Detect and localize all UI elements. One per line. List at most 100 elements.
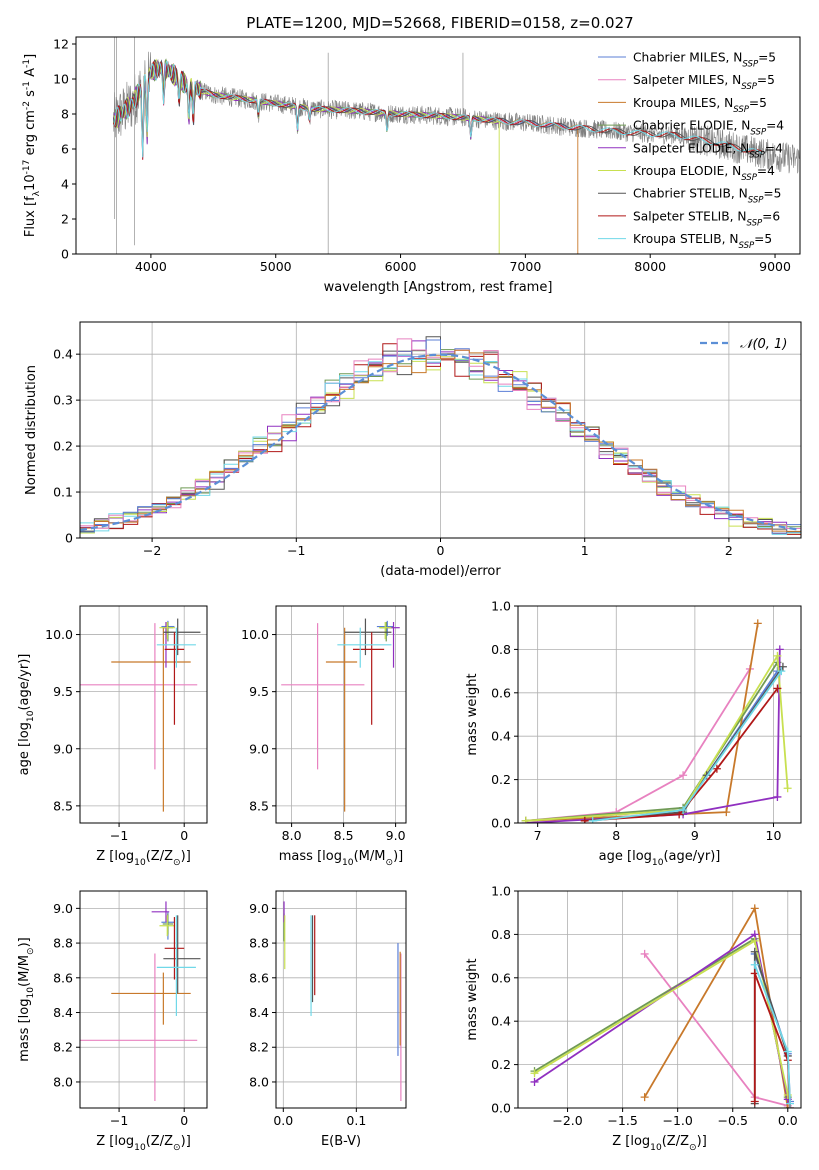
legend-label: Kroupa STELIB, NSSP=5	[633, 232, 772, 251]
tick-label-y: 0.0	[491, 816, 511, 831]
tick-label-x: 6000	[385, 259, 417, 274]
errorbar-kroupa_stelib	[156, 627, 196, 668]
panel-spectrum: Chabrier MILES, NSSP=5 Salpeter MILES, NS…	[22, 36, 801, 295]
tick-label-y: 8.8	[53, 936, 73, 951]
panel-mass_vs_ebv: 0.0 0.1 8.0 8.2 8.4 8.6 8.8 9.0 E(B-V)	[249, 890, 407, 1149]
tick-label-x: 9000	[759, 259, 791, 274]
data-point	[530, 1077, 539, 1086]
data-point	[773, 684, 782, 693]
tick-label-y: 10.0	[241, 627, 269, 642]
tick-label-y: 0.8	[491, 642, 511, 657]
data-point	[679, 771, 688, 780]
tick-label-y: 0.4	[491, 1014, 511, 1029]
tick-label-y: 8.6	[249, 970, 269, 985]
axes-frame	[517, 890, 802, 1109]
data-point	[750, 960, 759, 969]
tick-label-x: 0.0	[273, 1113, 293, 1128]
tick-label-y: 8.0	[53, 1074, 73, 1089]
y-axis-label: mass weight	[465, 958, 480, 1040]
data-point	[753, 619, 762, 628]
tick-label-y: 1.0	[491, 884, 511, 899]
legend: Chabrier MILES, NSSP=5 Salpeter MILES, NS…	[598, 51, 784, 251]
tick-label-x: 2	[725, 543, 733, 558]
tick-label-y: 1.0	[491, 599, 511, 614]
data-point	[750, 1097, 759, 1106]
data-point	[785, 1099, 794, 1108]
tick-label-y: 10.0	[45, 627, 73, 642]
axes-frame	[275, 890, 407, 1109]
tick-label-x: −1.0	[662, 1113, 692, 1128]
data-point	[750, 904, 759, 913]
x-axis-label: Z [log10(Z/Z⊙)]	[612, 1134, 707, 1153]
y-axis-label: Flux [fλ10-17 erg cm-2 s-1 A-1]	[22, 54, 42, 237]
tick-label-y: 0.8	[491, 927, 511, 942]
errorbar-salpeter_stelib	[352, 632, 385, 725]
y-axis-label: mass weight	[465, 673, 480, 755]
x-axis-label: Z [log10(Z/Z⊙)]	[96, 849, 191, 868]
tick-label-y: 8.2	[249, 1040, 269, 1055]
tick-label-x: 0	[180, 1113, 188, 1128]
errorbar-salpeter_stelib	[164, 917, 185, 980]
tick-label-x: 8	[612, 828, 620, 843]
tick-label-y: 0.4	[53, 347, 73, 362]
tick-label-y: 8.4	[53, 1005, 73, 1020]
data-point	[783, 784, 792, 793]
errorbar-salpeter_miles	[80, 953, 198, 1102]
tick-label-x: 7000	[509, 259, 541, 274]
data-point	[530, 1069, 539, 1078]
legend-label: Chabrier STELIB, NSSP=5	[633, 187, 781, 206]
tick-label-y: 0.4	[491, 729, 511, 744]
x-axis-label: age [log10(age/yr)]	[599, 849, 721, 868]
errorbar-salpeter_miles	[281, 623, 365, 770]
tick-label-y: 9.5	[249, 684, 269, 699]
tick-label-y: 8.6	[53, 970, 73, 985]
data-point	[778, 662, 787, 671]
tick-label-y: 8	[61, 107, 69, 122]
tick-label-x: −2	[143, 543, 161, 558]
histogram-kroupa_stelib	[80, 349, 801, 532]
tick-label-y: 6	[61, 142, 69, 157]
errorbar-kroupa_elodie	[159, 915, 176, 937]
data-point	[773, 651, 782, 660]
tick-label-x: 0	[437, 543, 445, 558]
series-salpeter_stelib	[580, 684, 782, 823]
axes-frame	[79, 890, 208, 1109]
panel-age_vs_mass: 8.0 8.5 9.0 8.5 9.0 9.5 10.0 mass [log10(M/M⊙)]	[241, 605, 407, 868]
tick-label-y: 8.0	[249, 1074, 269, 1089]
plot-area	[521, 619, 792, 823]
panel-age_vs_z: −1 0 8.5 9.0 9.5 10.0 Z [log10(Z/Z⊙)] age [log1…	[17, 605, 208, 868]
model-spectrum-kroupa_stelib	[113, 60, 763, 158]
tick-label-y: 9.0	[249, 901, 269, 916]
tick-label-x: 4000	[135, 259, 167, 274]
tick-label-y: 9.5	[53, 684, 73, 699]
plot-area	[80, 618, 201, 812]
legend-label: Salpeter STELIB, NSSP=6	[633, 209, 780, 228]
tick-label-y: 8.8	[249, 936, 269, 951]
data-point	[675, 810, 684, 819]
legend-label: Salpeter ELODIE, NSSP=4	[633, 141, 783, 160]
data-point	[640, 949, 649, 958]
tick-label-x: 5000	[260, 259, 292, 274]
x-axis-label: E(B-V)	[321, 1134, 361, 1149]
data-point	[777, 667, 786, 676]
errorbar-salpeter_elodie	[151, 901, 170, 923]
y-axis-label: mass [log10(M/M⊙)]	[17, 937, 36, 1061]
errorbar-chabrier_stelib	[163, 915, 201, 994]
tick-label-y: 0.1	[53, 485, 73, 500]
tick-label-y: 9.0	[249, 741, 269, 756]
tick-label-x: 9.0	[386, 828, 406, 843]
series-line	[525, 653, 789, 822]
tick-label-y: 9.0	[53, 741, 73, 756]
data-point	[773, 792, 782, 801]
data-point	[783, 1104, 792, 1108]
tick-label-x: 0.0	[778, 1113, 798, 1128]
x-axis-label: wavelength [Angstrom, rest frame]	[324, 280, 553, 295]
tick-label-y: 0.3	[53, 393, 73, 408]
series-kroupa_stelib	[588, 667, 786, 823]
y-axis-label: Normed distribution	[24, 365, 39, 495]
legend-label: Chabrier MILES, NSSP=5	[633, 51, 776, 70]
panel-weight_vs_age: 7 8 9 10 0.0 0.2 0.4 0.6 0.8 1.0 age [log10(age/yr…	[465, 599, 802, 868]
errorbar-kroupa_miles	[111, 627, 191, 812]
axes-frame	[517, 605, 802, 824]
